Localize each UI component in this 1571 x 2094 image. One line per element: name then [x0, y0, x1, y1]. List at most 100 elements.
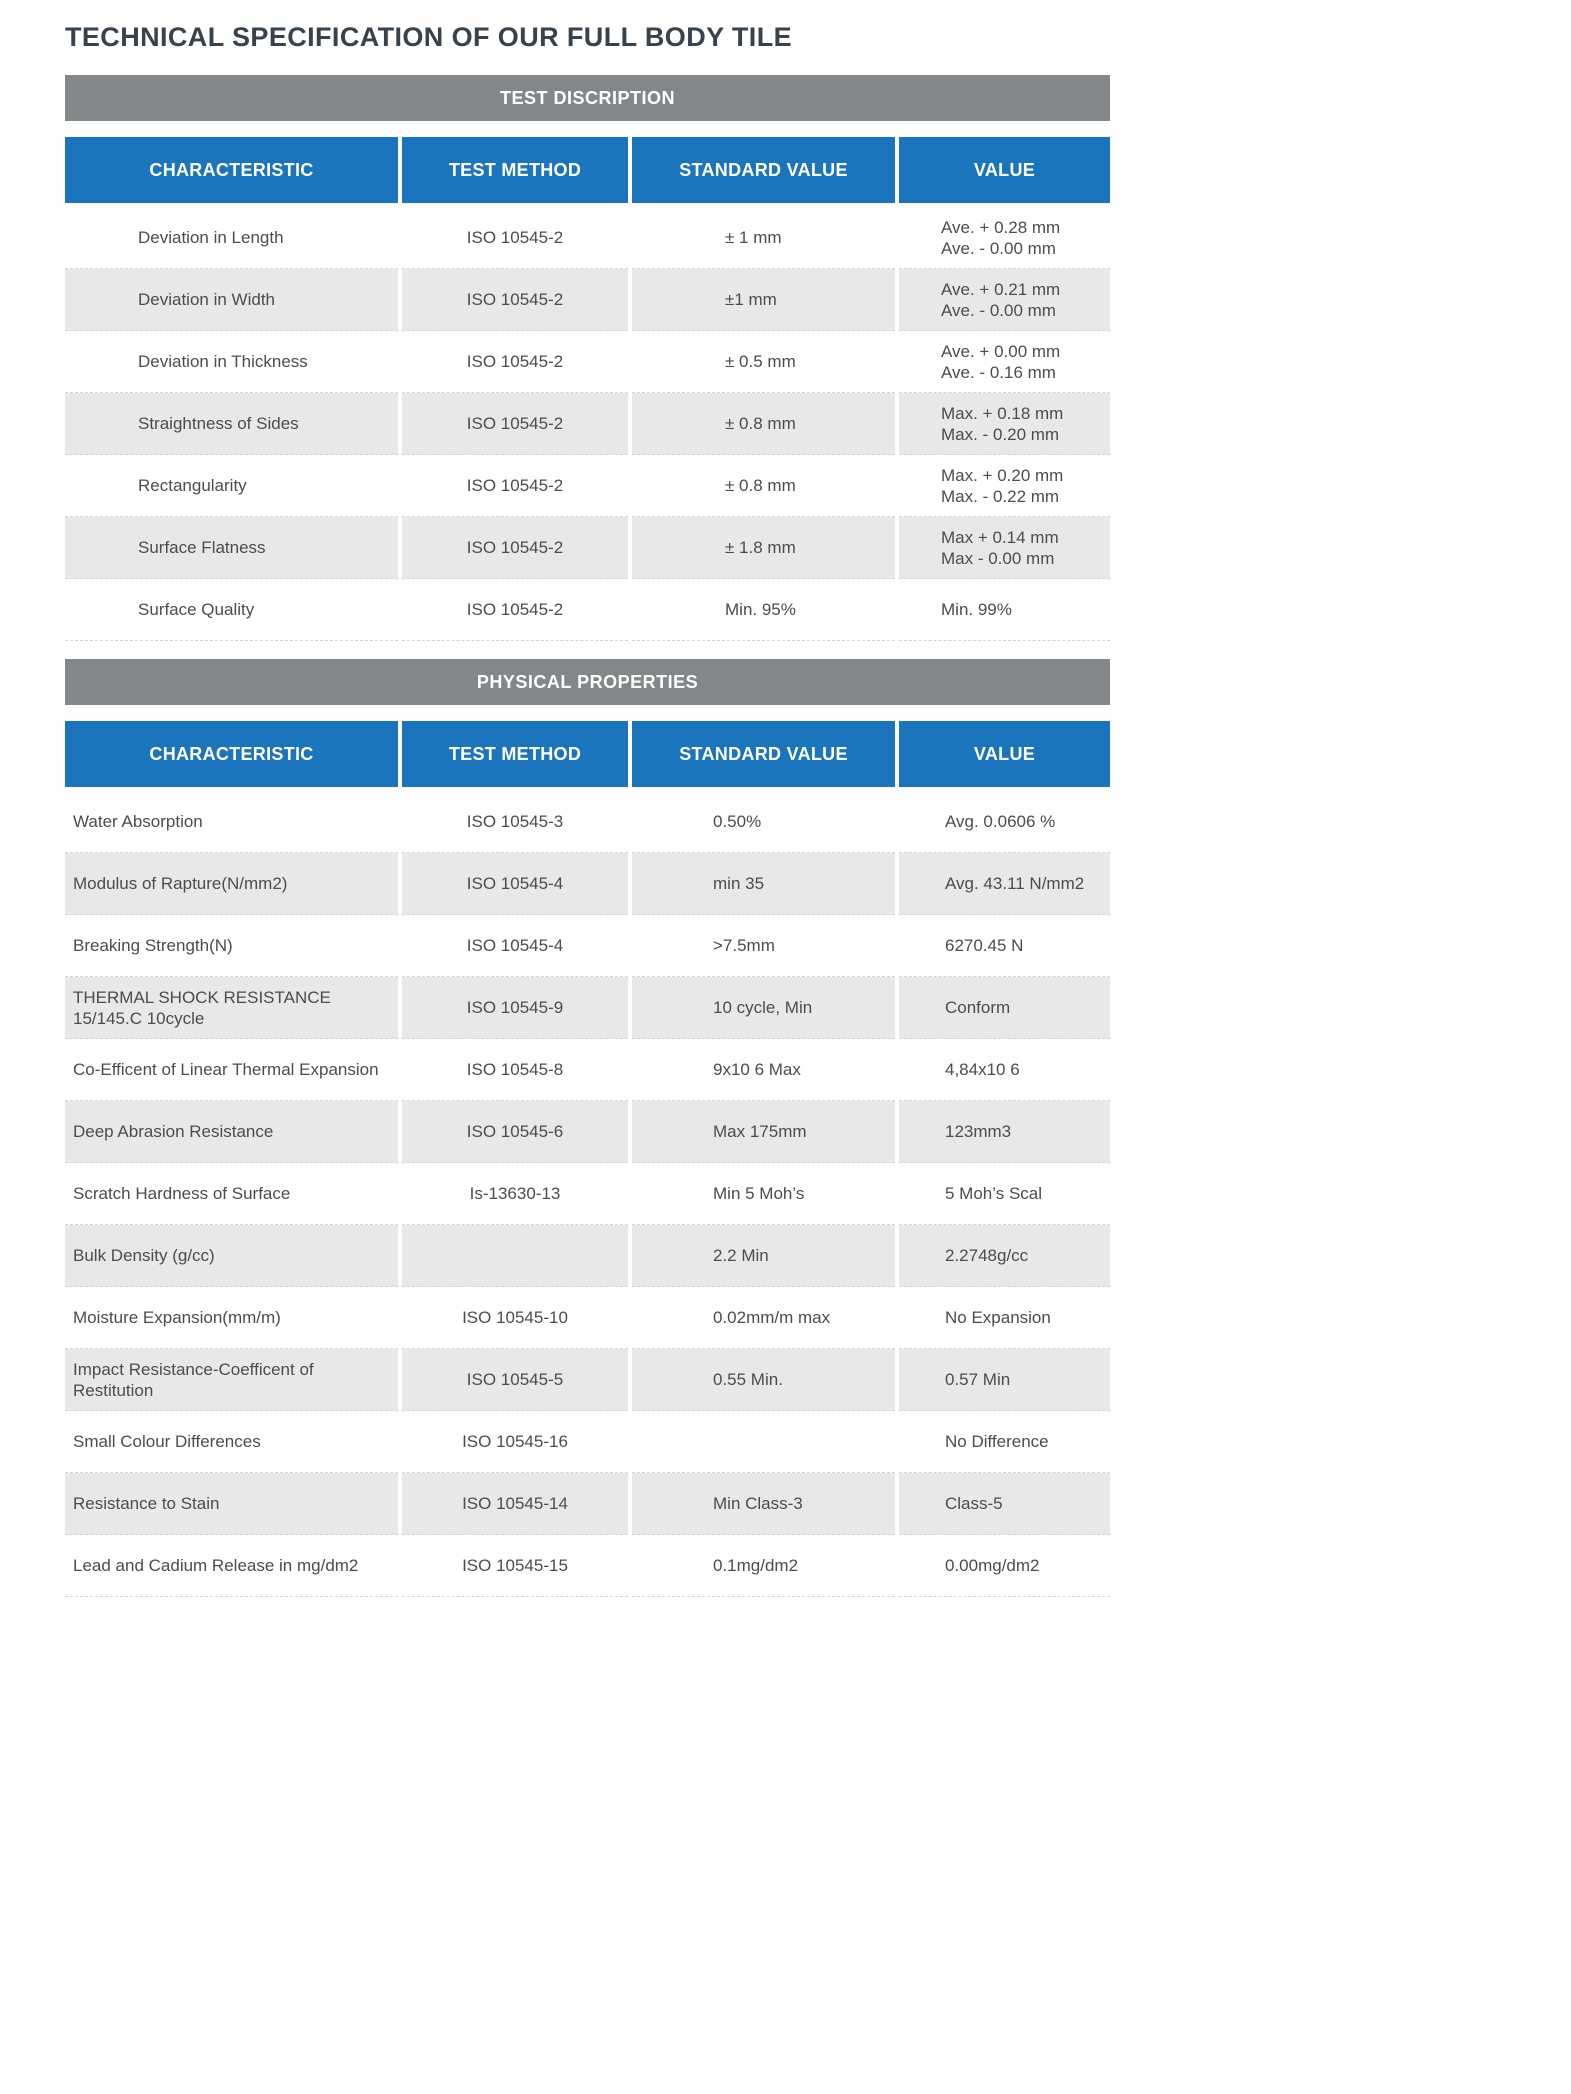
standard-value-cell: 0.55 Min.: [632, 1349, 895, 1411]
value-cell: Conform: [899, 977, 1110, 1039]
characteristic-cell: THERMAL SHOCK RESISTANCE 15/145.C 10cycle: [65, 977, 398, 1039]
standard-value-cell: >7.5mm: [632, 915, 895, 977]
table-row: Scratch Hardness of Surface Is-13630-13 Mi…: [65, 1163, 1110, 1225]
test-method-cell: ISO 10545-2: [402, 269, 628, 331]
value-cell: Ave. + 0.00 mm Ave. - 0.16 mm: [899, 331, 1110, 393]
table-row: Deviation in Width ISO 10545-2 ±1 mm Ave. +…: [65, 269, 1110, 331]
characteristic-cell: Resistance to Stain: [65, 1473, 398, 1535]
standard-value-cell: ± 0.8 mm: [632, 393, 895, 455]
standard-value-cell: ±1 mm: [632, 269, 895, 331]
characteristic-cell: Bulk Density (g/cc): [65, 1225, 398, 1287]
test-method-cell: ISO 10545-2: [402, 517, 628, 579]
characteristic-cell: Moisture Expansion(mm/m): [65, 1287, 398, 1349]
standard-value-cell: 9x10 6 Max: [632, 1039, 895, 1101]
characteristic-cell: Surface Quality: [65, 579, 398, 641]
section-header-test-description: TEST DISCRIPTION: [65, 75, 1110, 121]
column-header-test-method: TEST METHOD: [402, 137, 628, 203]
standard-value-cell: ± 0.8 mm: [632, 455, 895, 517]
characteristic-cell: Straightness of Sides: [65, 393, 398, 455]
test-method-cell: [402, 1225, 628, 1287]
characteristic-cell: Impact Resistance-Coefficent of Restitut…: [65, 1349, 398, 1411]
value-cell: 0.00mg/dm2: [899, 1535, 1110, 1597]
section-header-physical-properties: PHYSICAL PROPERTIES: [65, 659, 1110, 705]
value-cell: Class-5: [899, 1473, 1110, 1535]
standard-value-cell: 10 cycle, Min: [632, 977, 895, 1039]
column-header-standard-value: STANDARD VALUE: [632, 721, 895, 787]
test-method-cell: ISO 10545-10: [402, 1287, 628, 1349]
standard-value-cell: ± 1.8 mm: [632, 517, 895, 579]
column-header-test-method: TEST METHOD: [402, 721, 628, 787]
value-cell: Avg. 43.11 N/mm2: [899, 853, 1110, 915]
value-cell: 4,84x10 6: [899, 1039, 1110, 1101]
standard-value-cell: Max 175mm: [632, 1101, 895, 1163]
standard-value-cell: Min Class-3: [632, 1473, 895, 1535]
characteristic-cell: Surface Flatness: [65, 517, 398, 579]
column-header-characteristic: CHARACTERISTIC: [65, 137, 398, 203]
value-cell: Max. + 0.18 mm Max. - 0.20 mm: [899, 393, 1110, 455]
characteristic-cell: Deviation in Width: [65, 269, 398, 331]
table-row: Rectangularity ISO 10545-2 ± 0.8 mm Max. + …: [65, 455, 1110, 517]
table-body-physical-properties: Water Absorption ISO 10545-3 0.50% Avg. 0.0…: [65, 791, 1110, 1597]
characteristic-cell: Co-Efficent of Linear Thermal Expansion: [65, 1039, 398, 1101]
characteristic-cell: Deviation in Thickness: [65, 331, 398, 393]
test-description-table: TEST DISCRIPTION CHARACTERISTIC TEST MET…: [65, 75, 1110, 641]
table-row: THERMAL SHOCK RESISTANCE 15/145.C 10cycle…: [65, 977, 1110, 1039]
test-method-cell: ISO 10545-5: [402, 1349, 628, 1411]
characteristic-cell: Scratch Hardness of Surface: [65, 1163, 398, 1225]
test-method-cell: ISO 10545-14: [402, 1473, 628, 1535]
test-method-cell: ISO 10545-15: [402, 1535, 628, 1597]
test-method-cell: ISO 10545-2: [402, 393, 628, 455]
value-cell: 6270.45 N: [899, 915, 1110, 977]
table-row: Resistance to Stain ISO 10545-14 Min Class…: [65, 1473, 1110, 1535]
standard-value-cell: min 35: [632, 853, 895, 915]
table-row: Surface Quality ISO 10545-2 Min. 95% Min. 9…: [65, 579, 1110, 641]
table-row: Deep Abrasion Resistance ISO 10545-6 Max 1…: [65, 1101, 1110, 1163]
standard-value-cell: [632, 1411, 895, 1473]
column-header-characteristic: CHARACTERISTIC: [65, 721, 398, 787]
characteristic-cell: Deviation in Length: [65, 207, 398, 269]
value-cell: No Expansion: [899, 1287, 1110, 1349]
value-cell: Max + 0.14 mm Max - 0.00 mm: [899, 517, 1110, 579]
characteristic-cell: Rectangularity: [65, 455, 398, 517]
table-row: Surface Flatness ISO 10545-2 ± 1.8 mm Max +…: [65, 517, 1110, 579]
standard-value-cell: 0.1mg/dm2: [632, 1535, 895, 1597]
table-row: Small Colour Differences ISO 10545-16 No D…: [65, 1411, 1110, 1473]
value-cell: Max. + 0.20 mm Max. - 0.22 mm: [899, 455, 1110, 517]
characteristic-cell: Lead and Cadium Release in mg/dm2: [65, 1535, 398, 1597]
table-row: Bulk Density (g/cc) 2.2 Min 2.2748g/cc: [65, 1225, 1110, 1287]
test-method-cell: ISO 10545-9: [402, 977, 628, 1039]
page-title: TECHNICAL SPECIFICATION OF OUR FULL BODY…: [65, 22, 793, 52]
standard-value-cell: 0.50%: [632, 791, 895, 853]
value-cell: No Difference: [899, 1411, 1110, 1473]
value-cell: 0.57 Min: [899, 1349, 1110, 1411]
table-row: Deviation in Thickness ISO 10545-2 ± 0.5 m…: [65, 331, 1110, 393]
test-method-cell: ISO 10545-16: [402, 1411, 628, 1473]
column-header-row: CHARACTERISTIC TEST METHOD STANDARD VALU…: [65, 137, 1110, 203]
table-row: Co-Efficent of Linear Thermal Expansion I…: [65, 1039, 1110, 1101]
value-cell: Min. 99%: [899, 579, 1110, 641]
characteristic-cell: Deep Abrasion Resistance: [65, 1101, 398, 1163]
standard-value-cell: ± 0.5 mm: [632, 331, 895, 393]
value-cell: 5 Moh’s Scal: [899, 1163, 1110, 1225]
test-method-cell: ISO 10545-6: [402, 1101, 628, 1163]
test-method-cell: ISO 10545-8: [402, 1039, 628, 1101]
characteristic-cell: Water Absorption: [65, 791, 398, 853]
table-row: Breaking Strength(N) ISO 10545-4 >7.5mm 627…: [65, 915, 1110, 977]
value-cell: Avg. 0.0606 %: [899, 791, 1110, 853]
table-row: Modulus of Rapture(N/mm2) ISO 10545-4 min …: [65, 853, 1110, 915]
test-method-cell: ISO 10545-2: [402, 455, 628, 517]
standard-value-cell: ± 1 mm: [632, 207, 895, 269]
physical-properties-table: PHYSICAL PROPERTIES CHARACTERISTIC TEST …: [65, 659, 1110, 1597]
standard-value-cell: 0.02mm/m max: [632, 1287, 895, 1349]
column-header-standard-value: STANDARD VALUE: [632, 137, 895, 203]
table-row: Deviation in Length ISO 10545-2 ± 1 mm Ave.…: [65, 207, 1110, 269]
table-row: Straightness of Sides ISO 10545-2 ± 0.8 mm…: [65, 393, 1110, 455]
test-method-cell: ISO 10545-2: [402, 331, 628, 393]
characteristic-cell: Small Colour Differences: [65, 1411, 398, 1473]
table-row: Moisture Expansion(mm/m) ISO 10545-10 0.02…: [65, 1287, 1110, 1349]
column-header-value: VALUE: [899, 721, 1110, 787]
table-body-test-description: Deviation in Length ISO 10545-2 ± 1 mm Ave.…: [65, 207, 1110, 641]
test-method-cell: Is-13630-13: [402, 1163, 628, 1225]
test-method-cell: ISO 10545-4: [402, 915, 628, 977]
table-row: Water Absorption ISO 10545-3 0.50% Avg. 0.0…: [65, 791, 1110, 853]
